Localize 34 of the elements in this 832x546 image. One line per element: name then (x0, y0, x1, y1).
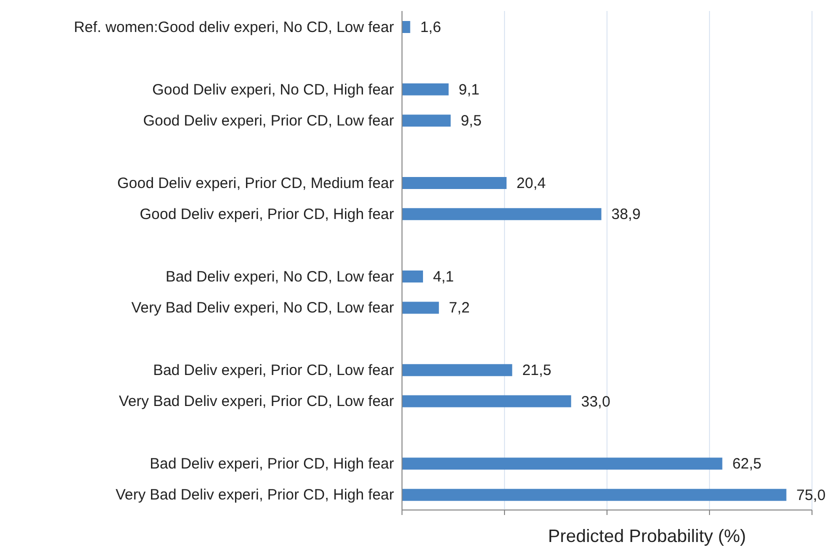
bar (402, 458, 722, 470)
bar (402, 176, 507, 189)
y-tick-label: Very Bad Deliv experi, No CD, Low fear (131, 300, 394, 317)
x-axis-title: Predicted Probability (%) (548, 526, 746, 546)
data-label: 1,6 (420, 19, 442, 36)
y-tick-label: Ref. women:Good deliv experi, No CD, Low fear (74, 18, 394, 36)
y-tick-label: Very Bad Deliv experi, Prior CD, High fear (116, 486, 394, 504)
y-tick-label: Bad Deliv experi, Prior CD, High fear (150, 456, 394, 473)
bar (402, 270, 424, 282)
data-label: 62,5 (732, 456, 762, 473)
data-label: 4,1 (433, 268, 454, 286)
data-label: 75,0 (796, 486, 826, 504)
bar (402, 21, 410, 33)
bar (402, 395, 572, 408)
y-tick-label: Good Deliv experi, Prior CD, Medium fear (117, 174, 394, 192)
bar (402, 83, 449, 96)
y-tick-label: Bad Deliv experi, No CD, Low fear (166, 268, 394, 286)
y-tick-label: Good Deliv experi, Prior CD, High fear (140, 206, 394, 224)
data-label: 7,2 (448, 300, 470, 317)
bar (402, 364, 512, 376)
y-tick-label: Bad Deliv experi, Prior CD, Low fear (153, 362, 394, 379)
data-label: 9,5 (460, 112, 482, 130)
data-label: 20,4 (516, 174, 546, 192)
y-tick-label: Very Bad Deliv experi, Prior CD, Low fear (118, 393, 394, 410)
data-label: 38,9 (611, 206, 641, 224)
bar (402, 488, 786, 501)
data-label: 33,0 (581, 393, 610, 410)
data-label: 21,5 (522, 362, 552, 380)
y-tick-label: Good Deliv experi, Prior CD, Low fear (143, 112, 394, 130)
bar (402, 208, 602, 220)
bar (402, 302, 439, 314)
bar (402, 114, 451, 127)
y-tick-label: Good Deliv experi, No CD, High fear (152, 81, 394, 98)
data-label: 9,1 (458, 81, 480, 98)
